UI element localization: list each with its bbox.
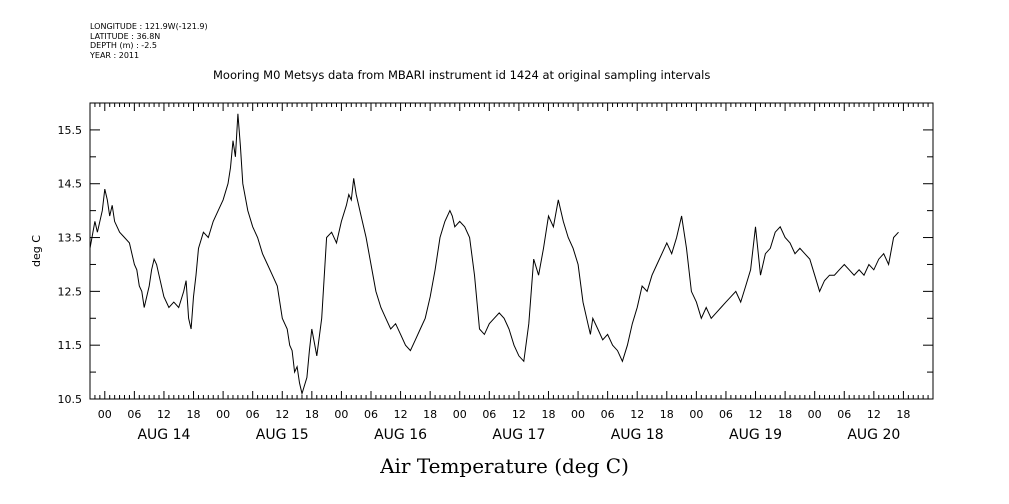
- x-tick-label: 12: [275, 408, 289, 421]
- x-tick-label: 12: [394, 408, 408, 421]
- longitude-label: LONGITUDE : 121.9W(-121.9): [90, 22, 208, 31]
- x-day-label: AUG 19: [729, 427, 782, 443]
- x-tick-label: 00: [453, 408, 467, 421]
- x-tick-label: 12: [749, 408, 763, 421]
- latitude-label: LATITUDE : 36.8N: [90, 31, 161, 41]
- x-tick-label: 18: [660, 408, 674, 421]
- y-tick-label: 10.5: [58, 393, 83, 406]
- x-tick-label: 06: [482, 408, 496, 421]
- x-day-label: AUG 15: [256, 427, 309, 443]
- depth-label: DEPTH (m) : -2.5: [90, 41, 157, 50]
- x-day-label: AUG 14: [137, 427, 190, 443]
- x-day-label: AUG 20: [847, 427, 900, 443]
- x-tick-label: 18: [305, 408, 319, 421]
- x-tick-label: 06: [127, 408, 141, 421]
- x-tick-label: 06: [837, 408, 851, 421]
- x-tick-label: 18: [778, 408, 792, 421]
- x-tick-label: 12: [630, 408, 644, 421]
- axis-labels: 00 06 12 18 00 06 12 18 00 06 12 18 00 06 12 18 00 06 12 18…: [58, 124, 911, 443]
- y-tick-label: 14.5: [58, 178, 83, 191]
- air-temperature-line: [89, 113, 899, 396]
- y-tick-label: 12.5: [58, 285, 83, 298]
- x-day-label: AUG 17: [492, 427, 545, 443]
- y-axis-label: deg C: [30, 235, 43, 267]
- x-tick-label: 06: [601, 408, 615, 421]
- x-tick-label: 12: [867, 408, 881, 421]
- x-tick-label: 00: [216, 408, 230, 421]
- x-tick-label: 06: [364, 408, 378, 421]
- axis-ticks: [89, 103, 934, 400]
- x-tick-label: 18: [541, 408, 555, 421]
- x-tick-label: 00: [571, 408, 585, 421]
- year-label: YEAR : 2011: [90, 50, 140, 60]
- metadata-header: LONGITUDE : 121.9W(-121.9) LATITUDE : 36…: [90, 22, 208, 60]
- x-tick-label: 18: [896, 408, 910, 421]
- x-tick-label: 12: [157, 408, 171, 421]
- x-day-label: AUG 16: [374, 427, 427, 443]
- x-tick-label: 00: [98, 408, 112, 421]
- x-tick-label: 18: [423, 408, 437, 421]
- x-tick-label: 06: [719, 408, 733, 421]
- x-day-label: AUG 18: [611, 427, 664, 443]
- plot-frame: [89, 102, 934, 400]
- x-tick-label: 18: [187, 408, 201, 421]
- y-tick-label: 11.5: [58, 339, 83, 352]
- chart-title: Mooring M0 Metsys data from MBARI instru…: [213, 68, 711, 82]
- x-tick-label: 06: [246, 408, 260, 421]
- y-tick-label: 13.5: [58, 232, 83, 245]
- x-tick-label: 00: [808, 408, 822, 421]
- y-tick-label: 15.5: [58, 124, 83, 137]
- x-tick-label: 00: [334, 408, 348, 421]
- x-tick-label: 00: [689, 408, 703, 421]
- x-tick-label: 12: [512, 408, 526, 421]
- x-axis-title: Air Temperature (deg C): [380, 454, 629, 478]
